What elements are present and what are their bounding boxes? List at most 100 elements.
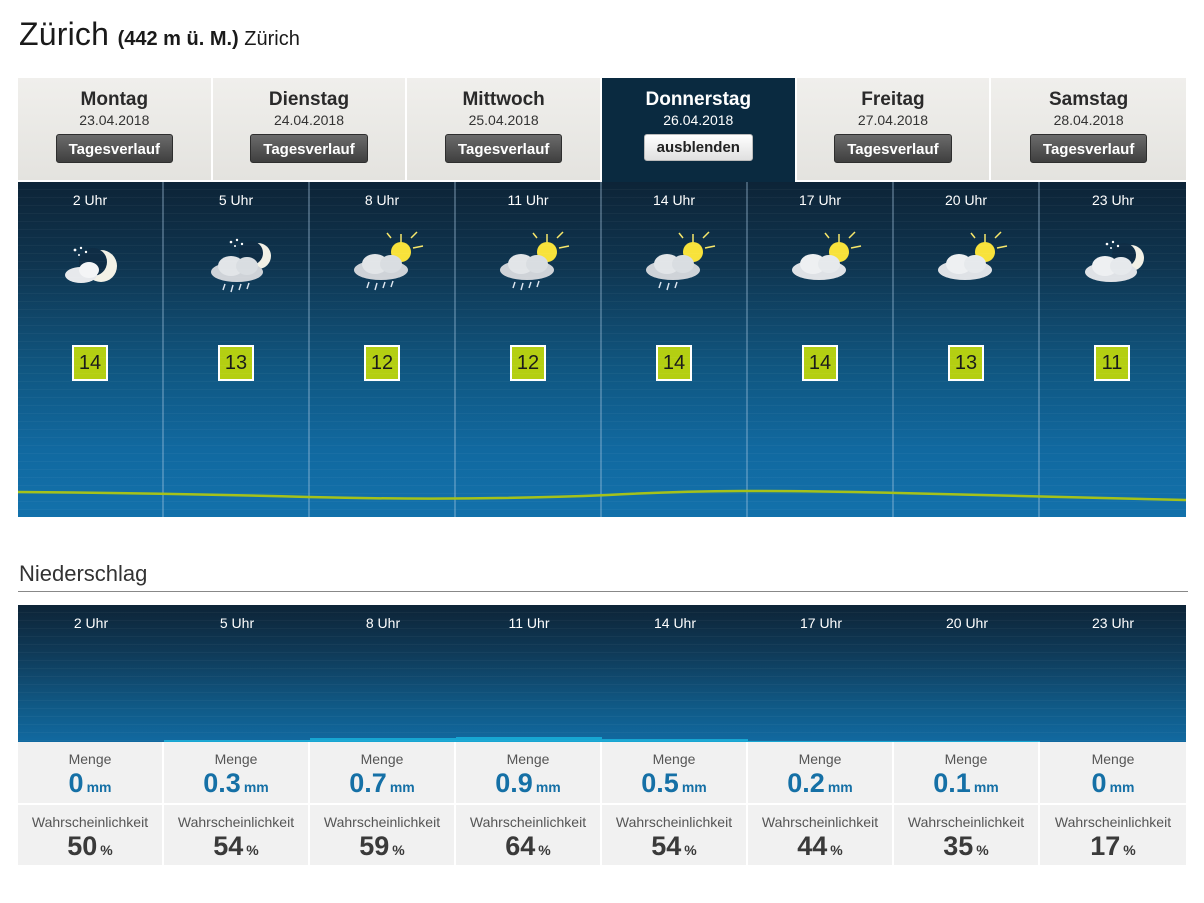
precip-cell: Menge 0.2 mm Wahrscheinlichkeit 44% [748,742,894,867]
location-subtitle: (442 m ü. M.) Zürich [118,28,300,50]
day-tabs: Montag 23.04.2018 Tagesverlauf Dienstag … [18,78,1186,182]
tagesverlauf-button[interactable]: Tagesverlauf [1029,134,1148,163]
night-partly-cloudy-icon [65,246,117,283]
hour-label: 11 Uhr [508,615,550,631]
precip-bar [748,741,894,742]
temperature-badge: 11 [1094,345,1130,381]
amount-unit: mm [973,779,999,795]
day-tab-dienstag[interactable]: Dienstag 24.04.2018 Tagesverlauf [212,78,408,180]
day-date: 25.04.2018 [468,112,539,128]
probability-label: Wahrscheinlichkeit [1054,814,1172,830]
amount-value: 0.2 [787,768,825,798]
day-tab-donnerstag[interactable]: Donnerstag 26.04.2018 ausblenden [601,78,797,182]
hour-label: 8 Uhr [364,192,400,208]
day-name: Freitag [861,89,925,110]
tagesverlauf-button[interactable]: Tagesverlauf [444,134,563,163]
day-name: Montag [80,89,149,110]
night-cloudy-icon [1085,240,1144,282]
day-date: 27.04.2018 [857,112,928,128]
precip-column: 11 Uhr [456,605,602,742]
day-date: 24.04.2018 [273,112,345,128]
day-date: 26.04.2018 [663,112,734,128]
temperature-badge: 13 [948,345,984,381]
amount-label: Menge [68,751,112,767]
probability-value: 54 [213,831,244,861]
sun-cloud-rain-icon [354,231,424,291]
hour-label: 23 Uhr [1091,192,1135,208]
hourly-forecast-panel: 2 Uhr 14 5 Uhr 13 8 Uhr 12 11 Uhr [18,182,1186,517]
precip-cell: Menge 0.7 mm Wahrscheinlichkeit 59% [310,742,456,867]
hour-column: 20 Uhr 13 [894,182,1040,517]
day-name: Samstag [1049,89,1129,110]
day-tab-montag[interactable]: Montag 23.04.2018 Tagesverlauf [18,78,213,180]
hour-label: 23 Uhr [1091,615,1135,631]
probability-value: 54 [651,831,682,861]
city-name: Zürich [19,16,110,52]
probability-unit: % [1123,842,1136,858]
hour-label: 17 Uhr [799,615,843,631]
sun-cloud-icon [938,231,1008,280]
probability-label: Wahrscheinlichkeit [177,814,295,830]
probability-value: 50 [67,831,98,861]
hour-label: 11 Uhr [507,192,549,208]
probability-unit: % [684,842,697,858]
probability-value: 59 [359,831,390,861]
precip-cell: Menge 0.9 mm Wahrscheinlichkeit 64% [456,742,602,867]
precip-column: 14 Uhr [602,605,748,742]
amount-value: 0.1 [933,768,971,798]
precip-column: 2 Uhr [18,605,164,742]
probability-unit: % [100,842,113,858]
probability-value: 35 [943,831,974,861]
probability-unit: % [830,842,843,858]
amount-unit: mm [243,779,269,795]
tagesverlauf-button[interactable]: Tagesverlauf [55,134,174,163]
day-tab-freitag[interactable]: Freitag 27.04.2018 Tagesverlauf [796,78,992,180]
day-tab-samstag[interactable]: Samstag 28.04.2018 Tagesverlauf [991,78,1186,180]
precip-cell: Menge 0 mm Wahrscheinlichkeit 50% [18,742,164,867]
temperature-badge: 14 [656,345,692,381]
amount-value: 0.9 [495,768,533,798]
amount-label: Menge [944,751,988,767]
section-divider [18,591,1188,592]
hour-label: 20 Uhr [944,192,988,208]
precip-bar [310,738,456,742]
ausblenden-button[interactable]: ausblenden [643,134,753,161]
sun-cloud-icon [792,231,862,280]
amount-label: Menge [506,751,550,767]
tagesverlauf-button[interactable]: Tagesverlauf [834,134,952,163]
day-name: Donnerstag [645,89,752,110]
amount-value: 0.3 [203,768,241,798]
sun-cloud-rain-icon [646,231,716,291]
hour-column: 17 Uhr 14 [748,182,894,517]
precip-bar [894,741,1040,742]
amount-unit: mm [1109,779,1135,795]
precip-column: 17 Uhr [748,605,894,742]
day-tab-mittwoch[interactable]: Mittwoch 25.04.2018 Tagesverlauf [407,78,602,180]
precip-cell: Menge 0.5 mm Wahrscheinlichkeit 54% [602,742,748,867]
tagesverlauf-button[interactable]: Tagesverlauf [250,134,368,163]
probability-unit: % [538,842,551,858]
precipitation-table: Menge 0 mm Wahrscheinlichkeit 50% Menge 0.3 m… [18,742,1186,867]
hour-label: 14 Uhr [652,192,696,208]
amount-label: Menge [360,751,404,767]
amount-label: Menge [798,751,842,767]
day-date: 28.04.2018 [1053,112,1124,128]
hour-column: 14 Uhr 14 [602,182,748,517]
probability-value: 17 [1090,831,1121,861]
altitude: (442 m ü. M.) [117,28,239,50]
probability-label: Wahrscheinlichkeit [761,814,879,830]
region-name: Zürich [244,28,300,50]
temperature-badge: 12 [364,345,400,381]
precip-bar [602,739,748,742]
hour-column: 5 Uhr 13 [164,182,310,517]
page-title: Zürich (442 m ü. M.) Zürich [19,16,300,56]
temperature-badge: 13 [218,345,254,381]
probability-label: Wahrscheinlichkeit [615,814,733,830]
probability-value: 64 [505,831,536,861]
precip-cell: Menge 0.3 mm Wahrscheinlichkeit 54% [164,742,310,867]
hour-label: 8 Uhr [365,615,401,631]
hour-label: 2 Uhr [73,615,109,631]
amount-unit: mm [86,779,112,795]
hour-label: 17 Uhr [798,192,842,208]
hour-label: 5 Uhr [219,615,255,631]
